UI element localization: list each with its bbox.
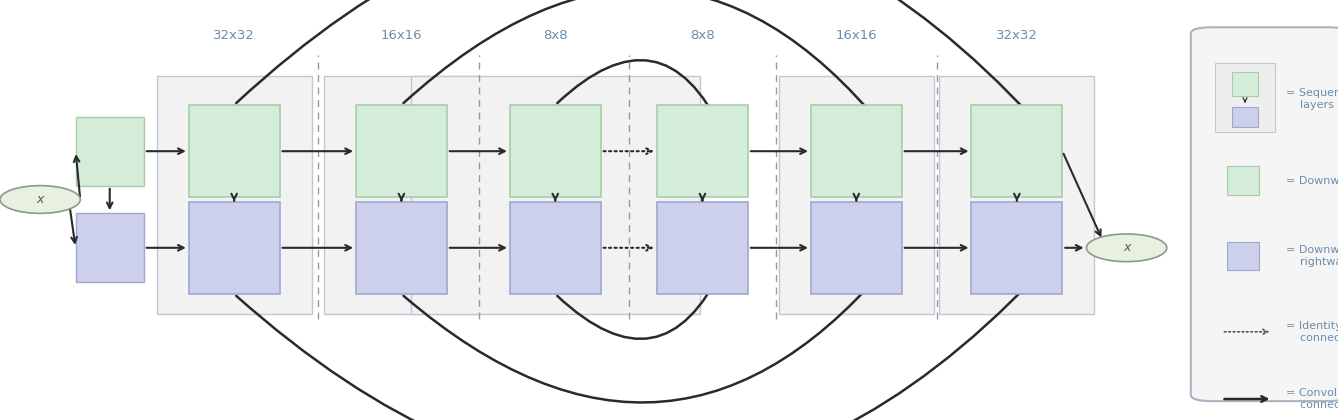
Ellipse shape xyxy=(0,186,80,213)
FancyBboxPatch shape xyxy=(1191,27,1338,401)
FancyBboxPatch shape xyxy=(971,105,1062,197)
FancyBboxPatch shape xyxy=(76,116,145,186)
FancyBboxPatch shape xyxy=(356,105,447,197)
Text: 16x16: 16x16 xyxy=(835,29,878,42)
Text: = Convolutional
    connection: = Convolutional connection xyxy=(1286,388,1338,410)
FancyBboxPatch shape xyxy=(510,105,601,197)
Text: = Downward stream: = Downward stream xyxy=(1286,176,1338,186)
FancyBboxPatch shape xyxy=(1227,166,1259,195)
Text: x: x xyxy=(36,193,44,206)
Text: 16x16: 16x16 xyxy=(380,29,423,42)
FancyBboxPatch shape xyxy=(356,202,447,294)
Text: 32x32: 32x32 xyxy=(995,29,1038,42)
Text: 32x32: 32x32 xyxy=(213,29,256,42)
FancyBboxPatch shape xyxy=(811,105,902,197)
FancyBboxPatch shape xyxy=(1231,72,1258,95)
FancyBboxPatch shape xyxy=(411,76,700,314)
Text: = Identity (skip)
    connection: = Identity (skip) connection xyxy=(1286,321,1338,343)
FancyBboxPatch shape xyxy=(657,202,748,294)
FancyBboxPatch shape xyxy=(1227,242,1259,270)
FancyBboxPatch shape xyxy=(189,105,280,197)
FancyBboxPatch shape xyxy=(189,202,280,294)
Text: = Downward and
    rightward stream: = Downward and rightward stream xyxy=(1286,245,1338,267)
Text: 8x8: 8x8 xyxy=(690,29,714,42)
FancyBboxPatch shape xyxy=(1231,107,1258,127)
FancyBboxPatch shape xyxy=(971,202,1062,294)
Text: x: x xyxy=(1123,241,1131,254)
Text: 8x8: 8x8 xyxy=(543,29,567,42)
FancyBboxPatch shape xyxy=(811,202,902,294)
FancyBboxPatch shape xyxy=(779,76,934,314)
FancyBboxPatch shape xyxy=(324,76,479,314)
FancyBboxPatch shape xyxy=(510,202,601,294)
FancyBboxPatch shape xyxy=(1215,63,1275,132)
Ellipse shape xyxy=(1086,234,1167,262)
Text: = Sequence of 6
    layers: = Sequence of 6 layers xyxy=(1286,88,1338,110)
FancyBboxPatch shape xyxy=(657,105,748,197)
FancyBboxPatch shape xyxy=(76,213,145,282)
FancyBboxPatch shape xyxy=(157,76,312,314)
FancyBboxPatch shape xyxy=(939,76,1094,314)
